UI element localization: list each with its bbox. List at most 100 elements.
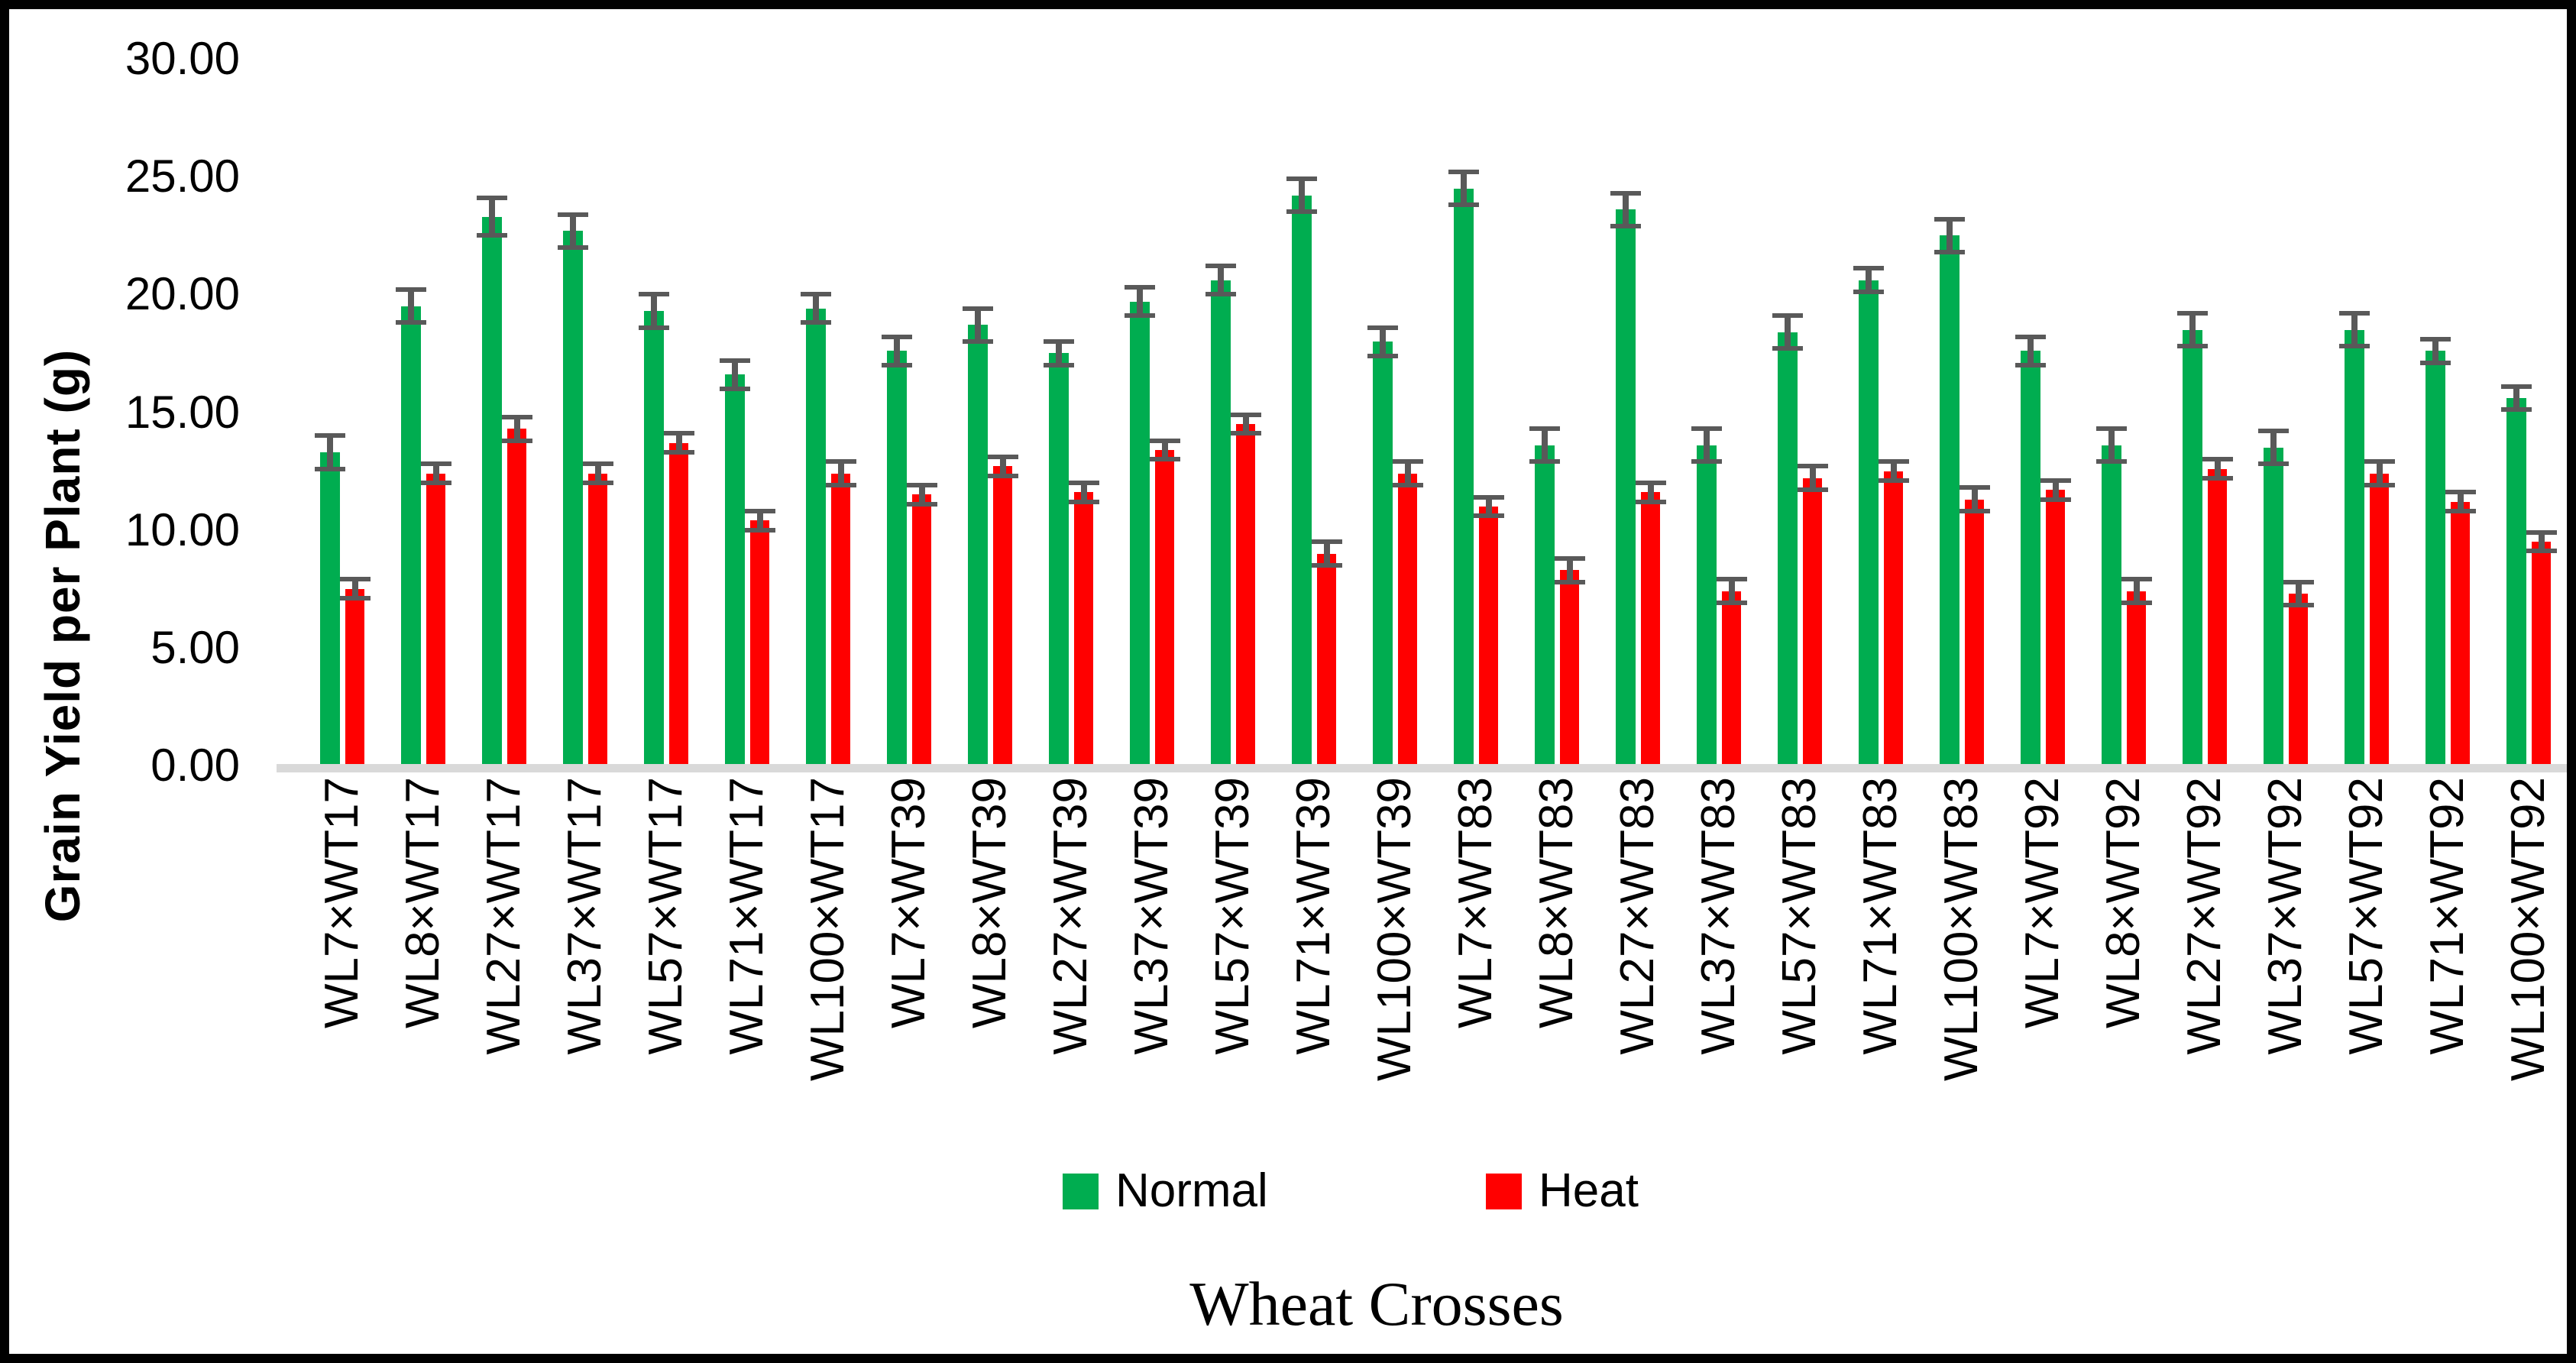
- y-axis-tick-label: 20.00: [125, 268, 240, 320]
- error-bar-cap-bottom: [801, 320, 831, 325]
- bar-heat: [588, 473, 607, 764]
- error-bar-cap-bottom: [2258, 461, 2289, 467]
- legend-item-heat: Heat: [1486, 1164, 1639, 1218]
- error-bar-whisker: [594, 464, 601, 483]
- bar-heat: [1479, 506, 1498, 764]
- error-bar-cap-top: [2015, 334, 2046, 339]
- error-bar-whisker: [2052, 480, 2059, 500]
- error-bar-cap-top: [1068, 481, 1099, 485]
- bar-heat: [426, 473, 445, 764]
- error-bar-whisker: [1623, 193, 1629, 226]
- x-category-label: WL71×WT83: [1854, 777, 1907, 1055]
- error-bar-cap-bottom: [1554, 579, 1585, 584]
- error-bar-cap-bottom: [1230, 431, 1261, 436]
- error-bar-cap-bottom: [1473, 513, 1504, 519]
- error-bar-whisker: [1218, 266, 1224, 295]
- error-bar-cap-top: [2258, 429, 2289, 434]
- x-category-label: WL100×WT17: [801, 777, 854, 1082]
- error-bar-cap-bottom: [2177, 344, 2208, 349]
- error-bar-cap-bottom: [1959, 509, 1990, 513]
- error-bar-whisker: [2376, 461, 2383, 486]
- error-bar-cap-top: [2526, 529, 2557, 535]
- error-bar-whisker: [732, 360, 738, 389]
- error-bar-whisker: [1890, 461, 1897, 481]
- error-bar-whisker: [1866, 268, 1872, 293]
- bar-heat: [1155, 449, 1174, 764]
- bar-heat: [2208, 468, 2227, 764]
- error-bar-cap-bottom: [315, 466, 345, 471]
- error-bar-whisker: [2108, 429, 2115, 462]
- bar-heat: [2532, 542, 2551, 764]
- bar-normal: [2264, 447, 2283, 764]
- bar-heat: [831, 473, 850, 764]
- error-bar-whisker: [1161, 440, 1168, 460]
- x-category-label: WL27×WT39: [1044, 777, 1097, 1055]
- error-bar-whisker: [327, 435, 333, 469]
- error-bar-cap-top: [2445, 490, 2476, 495]
- error-bar-cap-bottom: [2364, 483, 2395, 488]
- x-category-label: WL27×WT92: [2178, 777, 2231, 1055]
- legend-item-normal: Normal: [1063, 1164, 1268, 1218]
- bar-heat: [750, 520, 769, 764]
- y-axis-tick-label: 10.00: [125, 503, 240, 555]
- error-bar-cap-top: [1367, 325, 1398, 330]
- x-category-label: WL100×WT92: [2502, 777, 2555, 1082]
- error-bar-whisker: [2133, 579, 2140, 604]
- error-bar-cap-bottom: [1367, 353, 1398, 358]
- x-category-label: WL57×WT39: [1206, 777, 1259, 1055]
- x-category-label: WL71×WT92: [2421, 777, 2474, 1055]
- bar-normal: [1940, 235, 1960, 764]
- error-bar-cap-top: [1610, 190, 1641, 196]
- error-bar-cap-bottom: [2040, 497, 2071, 502]
- error-bar-cap-top: [396, 287, 426, 293]
- bar-normal: [2345, 329, 2364, 764]
- error-bar-whisker: [918, 485, 925, 504]
- error-bar-cap-bottom: [2283, 603, 2314, 608]
- x-category-label: WL8×WT83: [1530, 777, 1583, 1029]
- red-square-icon: [1486, 1173, 1522, 1209]
- error-bar-whisker: [1242, 414, 1249, 434]
- error-bar-cap-top: [1934, 216, 1965, 222]
- error-bar-cap-top: [720, 358, 750, 363]
- error-bar-whisker: [1080, 483, 1087, 502]
- x-category-label: WL27×WT83: [1611, 777, 1664, 1055]
- error-bar-whisker: [2457, 492, 2464, 511]
- error-bar-cap-top: [744, 509, 775, 513]
- error-bar-cap-bottom: [1311, 562, 1342, 568]
- error-bar-cap-top: [1959, 485, 1990, 490]
- legend-label-normal: Normal: [1115, 1164, 1268, 1217]
- error-bar-cap-top: [501, 414, 532, 419]
- error-bar-cap-bottom: [2121, 601, 2152, 606]
- bar-heat: [1074, 492, 1093, 764]
- error-bar-cap-top: [2121, 577, 2152, 582]
- error-bar-cap-top: [906, 483, 937, 488]
- error-bar-cap-bottom: [339, 596, 371, 601]
- error-bar-whisker: [1809, 466, 1816, 490]
- error-bar-cap-bottom: [906, 501, 937, 507]
- error-bar-whisker: [1461, 172, 1467, 206]
- x-axis-title: Wheat Crosses: [1189, 1269, 1564, 1339]
- bar-normal: [482, 216, 502, 764]
- error-bar-cap-top: [1230, 412, 1261, 417]
- error-bar-cap-top: [1473, 494, 1504, 500]
- error-bar-cap-top: [1149, 438, 1180, 443]
- error-bar-cap-top: [2040, 478, 2071, 483]
- error-bar-cap-top: [1716, 577, 1747, 582]
- error-bar-cap-top: [882, 334, 912, 339]
- error-bar-whisker: [975, 308, 981, 342]
- error-bar-cap-top: [1772, 313, 1803, 319]
- error-bar-whisker: [408, 290, 414, 323]
- error-bar-cap-bottom: [477, 233, 507, 238]
- error-bar-whisker: [2189, 313, 2196, 347]
- bar-heat: [1803, 478, 1822, 764]
- bar-normal: [401, 306, 421, 764]
- bar-normal: [887, 351, 907, 764]
- bar-heat: [1236, 423, 1255, 764]
- error-bar-cap-top: [420, 461, 451, 467]
- error-bar-cap-top: [477, 195, 507, 200]
- bar-heat: [1641, 492, 1660, 764]
- error-bar-cap-bottom: [882, 362, 912, 367]
- error-bar-whisker: [1380, 327, 1386, 356]
- bar-normal: [1211, 280, 1231, 764]
